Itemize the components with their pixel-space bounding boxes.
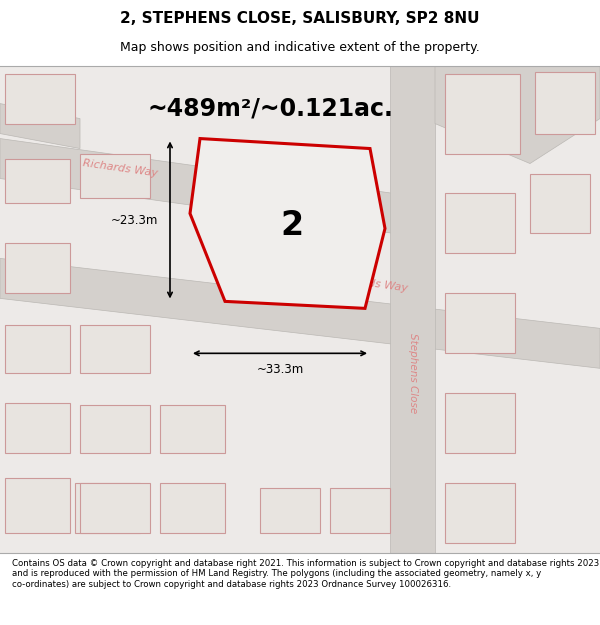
- Polygon shape: [75, 483, 140, 533]
- Polygon shape: [260, 488, 320, 533]
- Polygon shape: [445, 74, 520, 154]
- Text: ~23.3m: ~23.3m: [110, 214, 158, 227]
- Polygon shape: [80, 326, 150, 373]
- Polygon shape: [5, 326, 70, 373]
- Polygon shape: [5, 244, 70, 293]
- Text: ~489m²/~0.121ac.: ~489m²/~0.121ac.: [147, 97, 393, 121]
- Text: Contains OS data © Crown copyright and database right 2021. This information is : Contains OS data © Crown copyright and d…: [12, 559, 599, 589]
- Text: ~33.3m: ~33.3m: [256, 363, 304, 376]
- Text: Richards Way: Richards Way: [332, 273, 408, 294]
- Polygon shape: [445, 293, 515, 353]
- Polygon shape: [5, 403, 70, 453]
- Text: Map shows position and indicative extent of the property.: Map shows position and indicative extent…: [120, 41, 480, 54]
- Text: 2: 2: [280, 209, 304, 242]
- Polygon shape: [445, 393, 515, 453]
- Polygon shape: [160, 483, 225, 533]
- Polygon shape: [190, 139, 385, 308]
- Polygon shape: [535, 72, 595, 134]
- Polygon shape: [445, 483, 515, 543]
- Polygon shape: [530, 174, 590, 234]
- Polygon shape: [80, 154, 150, 199]
- Text: 2, STEPHENS CLOSE, SALISBURY, SP2 8NU: 2, STEPHENS CLOSE, SALISBURY, SP2 8NU: [120, 11, 480, 26]
- Polygon shape: [435, 66, 600, 164]
- Polygon shape: [0, 66, 600, 553]
- Polygon shape: [0, 258, 600, 368]
- Polygon shape: [80, 405, 150, 453]
- Polygon shape: [160, 405, 225, 453]
- Polygon shape: [390, 66, 435, 553]
- Text: Richards Way: Richards Way: [82, 158, 158, 179]
- Polygon shape: [5, 74, 75, 124]
- Polygon shape: [445, 194, 515, 253]
- Polygon shape: [0, 104, 80, 149]
- Polygon shape: [80, 483, 150, 533]
- Polygon shape: [0, 139, 430, 239]
- Polygon shape: [330, 488, 390, 533]
- Polygon shape: [5, 478, 70, 533]
- Polygon shape: [5, 159, 70, 204]
- Text: Stephens Close: Stephens Close: [408, 333, 418, 413]
